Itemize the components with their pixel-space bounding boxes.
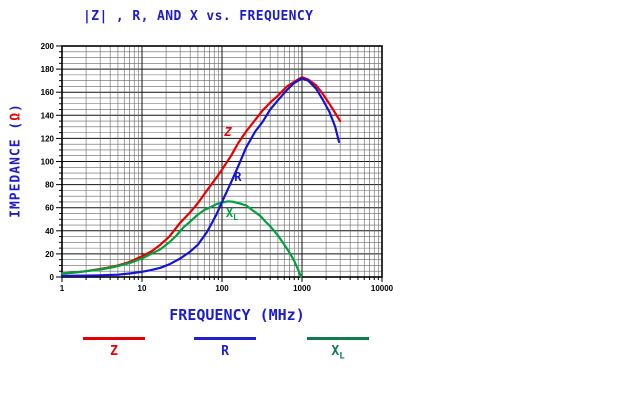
y-tick-label: 0 [50, 273, 55, 282]
y-tick-label: 40 [45, 227, 54, 236]
legend-label: R [221, 344, 229, 359]
y-tick-label: 80 [45, 181, 54, 190]
curve-label-r: R [234, 170, 242, 184]
y-tick-label: 60 [45, 204, 54, 213]
tick-layer: 0 20 40 60 80 100 120 140 160 180 200 1 10 100 1000 100… [41, 42, 394, 293]
x-tick-label: 10 [138, 284, 147, 293]
x-tick-label: 10000 [371, 284, 394, 293]
annotation-layer: Z R XL [223, 125, 242, 222]
legend-label: Z [110, 344, 118, 359]
x-axis-label: FREQUENCY (MHz) [169, 306, 305, 324]
x-tick-label: 1000 [293, 284, 311, 293]
legend-item-z: Z [83, 337, 145, 359]
y-tick-label: 200 [41, 42, 55, 51]
y-tick-label: 120 [41, 134, 55, 143]
legend-swatch [83, 337, 145, 340]
x-tick-label: 1 [60, 284, 65, 293]
y-tick-label: 180 [41, 65, 55, 74]
curve-r [60, 77, 341, 277]
curve-x [60, 200, 303, 279]
y-tick-label: 140 [41, 111, 55, 120]
curve-layer [60, 76, 342, 279]
legend-item-r: R [194, 337, 256, 359]
curve-label-z: Z [223, 125, 232, 139]
legend-swatch [307, 337, 369, 340]
y-tick-label: 20 [45, 250, 54, 259]
y-tick-label: 100 [41, 158, 55, 167]
curve-label-x: XL [226, 206, 238, 222]
grid-layer [61, 45, 383, 278]
legend-label: XL [331, 344, 345, 362]
legend-item-x: XL [307, 337, 369, 362]
legend-swatch [194, 337, 256, 340]
x-tick-label: 100 [215, 284, 229, 293]
legend-label-subscript: L [339, 351, 345, 362]
y-tick-label: 160 [41, 88, 55, 97]
chart-title: |Z| , R, AND X vs. FREQUENCY [83, 9, 314, 24]
